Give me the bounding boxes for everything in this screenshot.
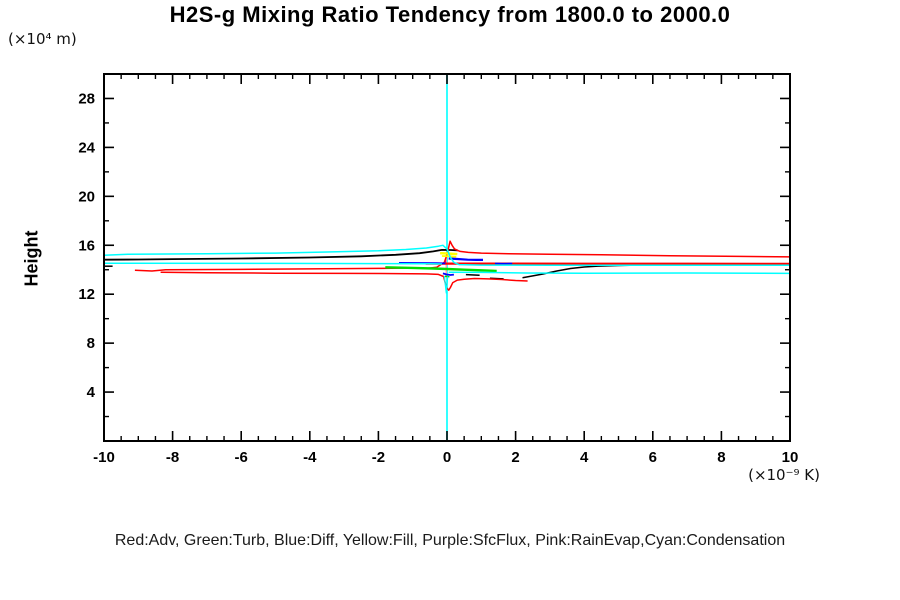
legend-text: Red:Adv, Green:Turb, Blue:Diff, Yellow:F… [114, 532, 786, 549]
x-axis-tick-label: -8 [166, 449, 179, 466]
series-Condensation [103, 244, 791, 294]
y-axis-tick-label: 12 [78, 286, 95, 303]
x-axis-tick-label: -10 [93, 449, 115, 466]
x-axis-tick-label: -4 [303, 449, 317, 466]
y-axis-tick-labels: 4 8 12 16 20 24 28 [78, 90, 95, 401]
y-axis-tick-label: 24 [78, 139, 95, 156]
y-axis-tick-label: 28 [78, 90, 95, 107]
x-axis-tick-label: 8 [717, 449, 725, 466]
y-axis-tick-label: 8 [87, 335, 95, 352]
x-axis-tick-label: 6 [649, 449, 657, 466]
x-axis-tick-label: -2 [372, 449, 385, 466]
x-axis-ticks [103, 74, 791, 441]
y-axis-unit-label: (×10⁴ m) [8, 30, 77, 48]
y-axis-tick-label: 16 [78, 237, 95, 254]
x-axis-tick-label: 10 [782, 449, 799, 466]
chart-title: H2S-g Mixing Ratio Tendency from 1800.0 … [169, 2, 731, 27]
x-axis-tick-label: 4 [580, 449, 589, 466]
x-axis-tick-label: 2 [511, 449, 519, 466]
x-axis-tick-label: 0 [443, 449, 451, 466]
x-axis-tick-labels: -10 -8 -6 -4 -2 0 2 4 6 8 10 [93, 449, 798, 466]
y-axis-tick-label: 4 [87, 384, 96, 401]
x-axis-unit-label: (×10⁻⁹ K) [748, 466, 820, 484]
x-axis-tick-label: -6 [235, 449, 248, 466]
y-axis-tick-label: 20 [78, 188, 95, 205]
y-axis-ticks [104, 73, 790, 418]
